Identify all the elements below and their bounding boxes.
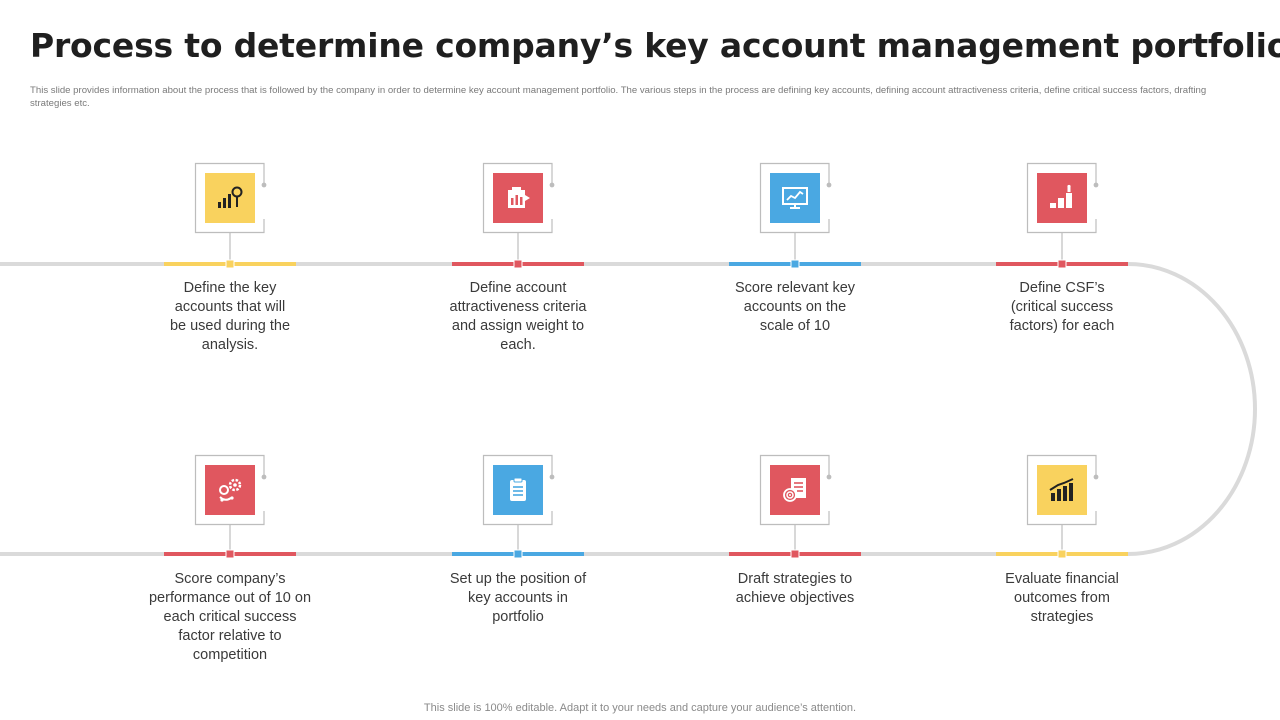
step-node-7 [790, 549, 800, 559]
icon-frame-outline [482, 162, 555, 234]
step-label-5: Score company’s performance out of 10 on… [148, 571, 312, 663]
step-node-5 [225, 549, 235, 559]
step-label-2: Define account attractiveness criteria a… [449, 280, 587, 353]
step-node-8 [1057, 549, 1067, 559]
step-node-1 [225, 259, 235, 269]
icon-frame-outline [194, 454, 267, 526]
step-label-3: Score relevant key accounts on the scale… [734, 280, 856, 334]
growth-bars-icon [1037, 173, 1087, 223]
footer-note: This slide is 100% editable. Adapt it to… [423, 702, 857, 714]
track-curve [1127, 262, 1257, 556]
step-icon-frame [194, 162, 267, 234]
step-label-7: Draft strategies to achieve objectives [735, 571, 855, 606]
icon-frame-outline [759, 162, 832, 234]
step-node-2 [513, 259, 523, 269]
step-icon-frame [1026, 454, 1099, 526]
step-icon-frame [759, 162, 832, 234]
gears-cycle-icon [205, 465, 255, 515]
step-icon-frame [482, 162, 555, 234]
target-document-icon [770, 465, 820, 515]
icon-frame-outline [1026, 454, 1099, 526]
icon-frame-outline [194, 162, 267, 234]
rising-bars-icon [1037, 465, 1087, 515]
step-node-3 [790, 259, 800, 269]
clipboard-icon [493, 465, 543, 515]
presentation-board-icon [770, 173, 820, 223]
step-icon-frame [759, 454, 832, 526]
step-icon-frame [194, 454, 267, 526]
building-chart-icon [493, 173, 543, 223]
step-node-6 [513, 549, 523, 559]
slide-description: This slide provides information about th… [30, 85, 1207, 109]
icon-frame-outline [482, 454, 555, 526]
icon-frame-outline [1026, 162, 1099, 234]
step-icon-frame [482, 454, 555, 526]
bar-chart-magnifier-icon [205, 173, 255, 223]
step-label-8: Evaluate financial outcomes from strateg… [1005, 571, 1119, 625]
step-label-1: Define the key accounts that will be use… [169, 280, 291, 353]
step-label-4: Define CSF’s (critical success factors) … [1009, 280, 1115, 334]
page-title: Process to determine company’s key accou… [30, 26, 1280, 65]
step-node-4 [1057, 259, 1067, 269]
step-icon-frame [1026, 162, 1099, 234]
step-label-6: Set up the position of key accounts in p… [449, 571, 587, 625]
icon-frame-outline [759, 454, 832, 526]
